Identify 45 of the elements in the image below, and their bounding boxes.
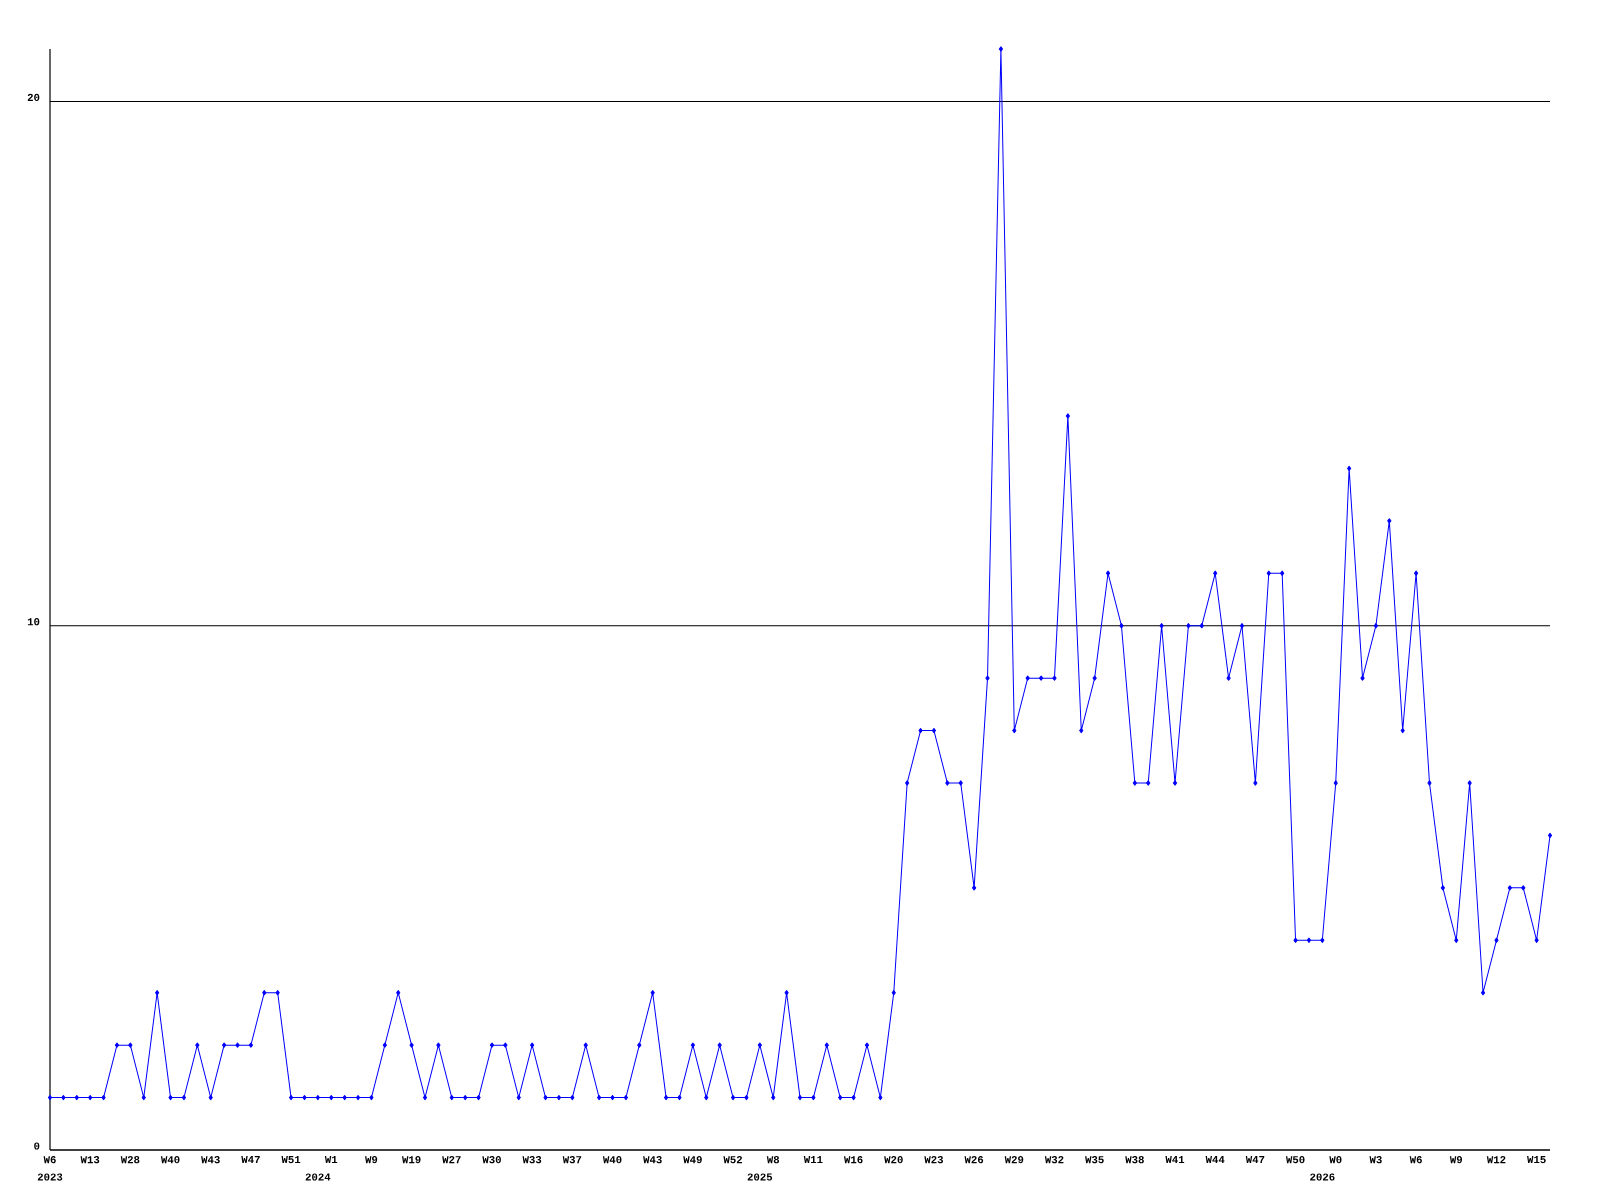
x-tick-label: W41 — [1165, 1156, 1185, 1164]
x-tick-label: W40 — [160, 1156, 180, 1164]
x-tick-label: W23 — [924, 1156, 943, 1164]
x-tick-label: W50 — [1285, 1156, 1305, 1164]
text: 2024 — [305, 1173, 331, 1181]
x-tick-label: W3 — [1369, 1156, 1382, 1164]
text: 2023 — [37, 1173, 63, 1181]
x-tick-label: W29 — [1004, 1156, 1024, 1164]
y-tick-label: 10 — [27, 618, 40, 626]
x-tick-label: W12 — [1486, 1156, 1506, 1164]
x-tick-label: W1 — [324, 1156, 338, 1164]
text: 2026 — [1310, 1173, 1335, 1181]
x-tick-label: W37 — [562, 1156, 582, 1164]
x-tick-label: W32 — [1044, 1156, 1064, 1164]
x-tick-label: W11 — [803, 1156, 823, 1164]
x-tick-label: W15 — [1527, 1156, 1546, 1164]
x-tick-label: W44 — [1205, 1156, 1225, 1164]
x-tick-label: W9 — [365, 1156, 378, 1164]
x-tick-label: W27 — [442, 1156, 461, 1164]
x-tick-label: W20 — [884, 1156, 903, 1164]
x-tick-label: W13 — [80, 1156, 100, 1164]
x-tick-label: W6 — [1409, 1156, 1422, 1164]
x-tick-label: W47 — [1245, 1156, 1265, 1164]
y-tick-label: 0 — [34, 1142, 40, 1150]
x-tick-label: W0 — [1329, 1156, 1342, 1164]
x-tick-label: W33 — [522, 1156, 542, 1164]
x-tick-label: W38 — [1125, 1156, 1144, 1164]
x-tick-label: W30 — [482, 1156, 501, 1164]
y-tick-label: 20 — [27, 93, 40, 102]
x-tick-label: W9 — [1449, 1156, 1463, 1164]
x-tick-label: W43 — [201, 1156, 220, 1164]
x-tick-label: W19 — [402, 1156, 421, 1164]
x-tick-label: W49 — [683, 1156, 702, 1164]
x-tick-label: W40 — [602, 1156, 622, 1164]
x-tick-label: W28 — [120, 1156, 140, 1164]
x-tick-label: W51 — [281, 1156, 301, 1164]
x-tick-label: W8 — [766, 1156, 780, 1164]
x-tick-label: W26 — [964, 1156, 984, 1164]
x-tick-label: W47 — [241, 1156, 260, 1164]
x-tick-label: W6 — [43, 1156, 56, 1164]
text: 2025 — [747, 1173, 773, 1181]
x-tick-label: W52 — [723, 1156, 743, 1164]
x-tick-label: W43 — [643, 1156, 662, 1164]
x-tick-label: W35 — [1085, 1156, 1104, 1164]
x-tick-label: W16 — [843, 1156, 863, 1164]
